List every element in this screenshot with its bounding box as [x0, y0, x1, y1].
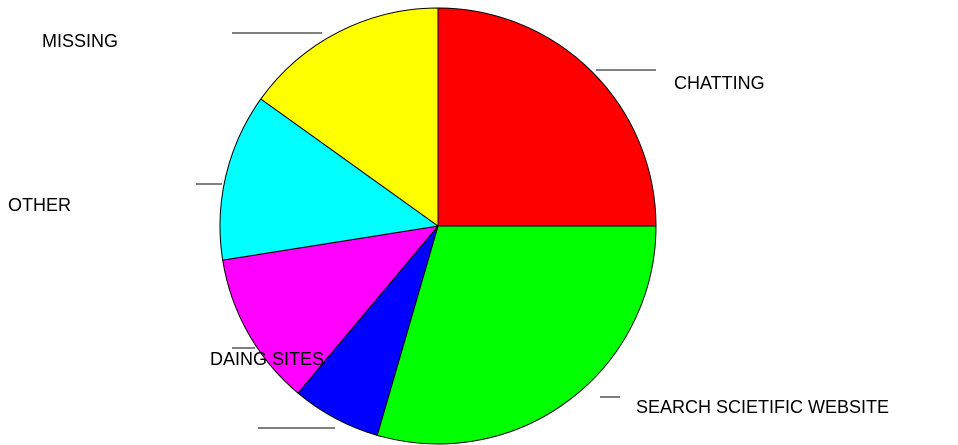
- slice-label-other: OTHER: [8, 195, 71, 215]
- leader-lines: [196, 32, 656, 429]
- pie-slices: [219, 7, 657, 445]
- slice-label-missing: MISSING: [42, 31, 118, 51]
- slice-labels: CHATTING SEARCH SCIETIFIC WEBSITE DAING SI…: [8, 31, 889, 417]
- slice-label-chatting: CHATTING: [674, 73, 765, 93]
- pie-slice-daing-sites: [222, 225, 440, 394]
- slice-label-search-scietific-website: SEARCH SCIETIFIC WEBSITE: [636, 397, 889, 417]
- pie-slice-missing: [260, 7, 439, 227]
- pie-slice-chatting: [437, 7, 657, 227]
- slice-label-daing-sites: DAING SITES: [210, 349, 324, 369]
- pie-slice-search-scietific-website: [376, 225, 657, 445]
- pie-slice-other: [219, 98, 440, 261]
